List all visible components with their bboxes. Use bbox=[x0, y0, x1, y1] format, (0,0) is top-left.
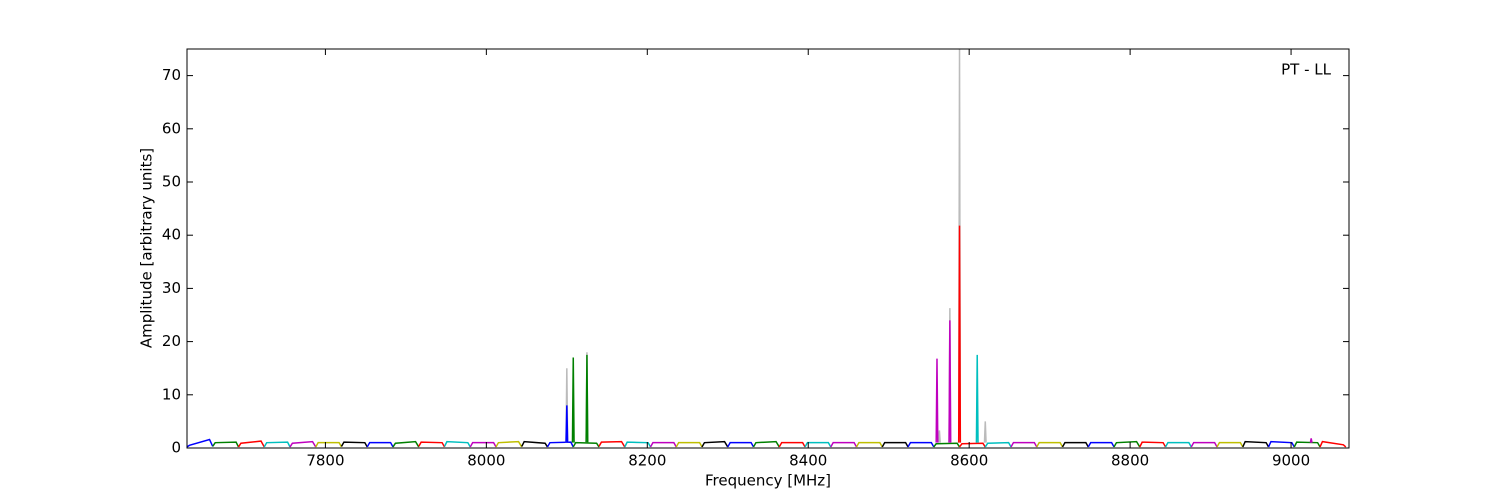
series-line bbox=[948, 320, 952, 443]
series-line bbox=[443, 440, 471, 448]
series-line bbox=[727, 441, 755, 448]
series-line bbox=[935, 358, 939, 443]
annotation: PT - LL bbox=[1281, 61, 1332, 79]
series-line bbox=[187, 438, 214, 448]
y-tick-label: 10 bbox=[162, 385, 181, 403]
series-line bbox=[958, 442, 986, 448]
series-line bbox=[624, 441, 652, 448]
series-line bbox=[585, 354, 589, 443]
x-tick-label: 8600 bbox=[950, 452, 988, 470]
series-line bbox=[675, 441, 703, 448]
y-tick-label: 50 bbox=[162, 173, 181, 191]
series-line bbox=[521, 440, 549, 448]
series-line bbox=[212, 441, 240, 448]
series-line bbox=[392, 440, 420, 448]
series-line bbox=[957, 225, 962, 443]
series-line bbox=[937, 430, 941, 443]
series-line bbox=[469, 441, 497, 448]
series-line bbox=[546, 441, 574, 448]
series-line bbox=[778, 441, 806, 448]
series-line bbox=[907, 441, 935, 448]
series-line bbox=[340, 441, 368, 448]
y-tick-label: 60 bbox=[162, 119, 181, 137]
series-line bbox=[1061, 441, 1089, 448]
series-line bbox=[701, 440, 729, 448]
series-line bbox=[495, 440, 523, 448]
series-line bbox=[1293, 441, 1321, 448]
series-line bbox=[752, 440, 780, 448]
series-line bbox=[855, 441, 883, 448]
series-line bbox=[1309, 438, 1313, 443]
series-line bbox=[804, 441, 832, 448]
series-line bbox=[881, 441, 909, 448]
plot-lines bbox=[187, 49, 1347, 448]
series-line bbox=[418, 441, 446, 448]
series-line bbox=[983, 421, 987, 443]
y-tick-label: 30 bbox=[162, 279, 181, 297]
series-line bbox=[1010, 441, 1038, 448]
series-line bbox=[1267, 440, 1295, 448]
series-line bbox=[1113, 440, 1141, 448]
series-line bbox=[263, 441, 291, 448]
series-line bbox=[1139, 441, 1167, 448]
y-tick-label: 70 bbox=[162, 66, 181, 84]
series-line bbox=[975, 354, 979, 443]
x-tick-label: 8400 bbox=[789, 452, 827, 470]
series-line bbox=[830, 441, 858, 448]
series-line bbox=[933, 442, 961, 448]
series-line bbox=[571, 357, 575, 443]
series-line bbox=[366, 441, 394, 448]
y-tick-label: 20 bbox=[162, 332, 181, 350]
series-line bbox=[984, 441, 1012, 448]
series-line bbox=[572, 441, 600, 448]
x-tick-label: 8200 bbox=[628, 452, 666, 470]
y-axis-label: Amplitude [arbitrary units] bbox=[138, 148, 156, 348]
series-line bbox=[289, 440, 317, 448]
series-line bbox=[649, 441, 677, 448]
series-line bbox=[1190, 441, 1218, 448]
x-tick-label: 8000 bbox=[467, 452, 505, 470]
y-tick-label: 40 bbox=[162, 226, 181, 244]
x-tick-label: 9000 bbox=[1272, 452, 1310, 470]
x-tick-label: 7800 bbox=[306, 452, 344, 470]
plot-frame bbox=[186, 48, 1350, 449]
x-axis-label: Frequency [MHz] bbox=[705, 472, 831, 490]
series-line bbox=[1216, 441, 1244, 448]
series-line bbox=[1087, 441, 1115, 448]
series-line bbox=[1164, 441, 1192, 448]
series-line bbox=[1319, 440, 1347, 448]
series-line bbox=[598, 440, 626, 448]
series-line bbox=[315, 441, 343, 448]
series-line bbox=[565, 405, 569, 443]
series-line bbox=[237, 440, 265, 448]
series-line bbox=[1242, 440, 1270, 448]
x-tick-label: 8800 bbox=[1111, 452, 1149, 470]
y-tick-label: 0 bbox=[171, 439, 181, 457]
series-line bbox=[1036, 441, 1064, 448]
